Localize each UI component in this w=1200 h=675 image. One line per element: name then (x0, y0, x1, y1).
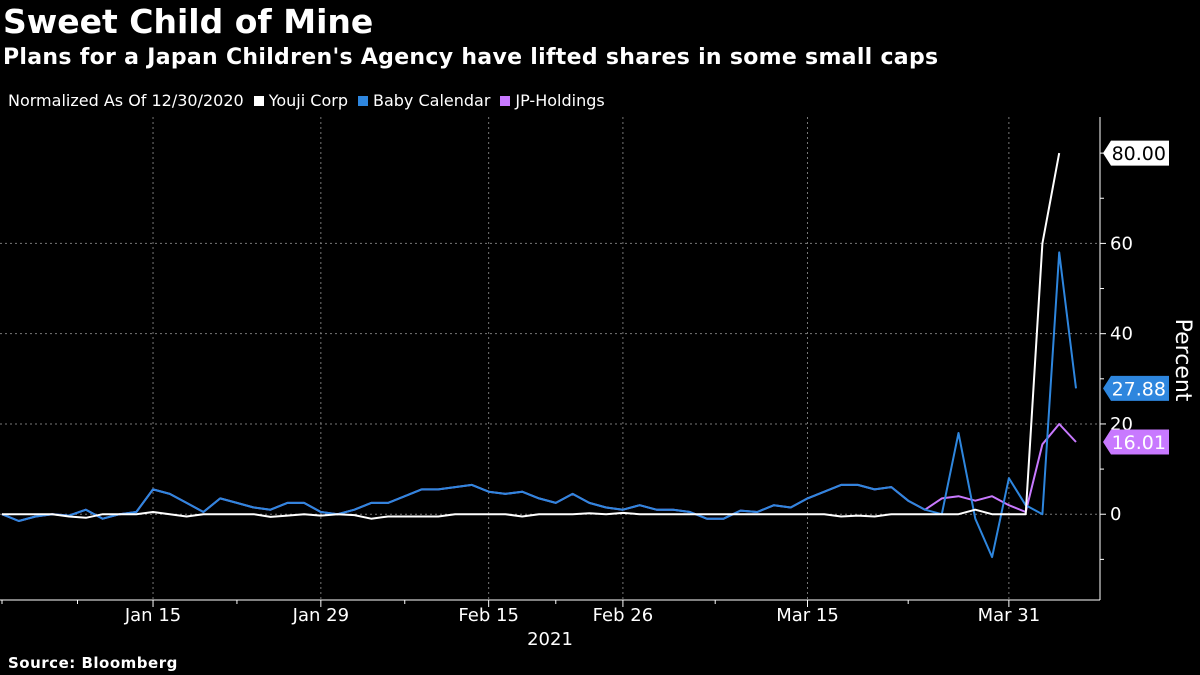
legend: Normalized As Of 12/30/2020 Youji Corp B… (8, 91, 615, 110)
x-axis-year-label: 2021 (527, 629, 573, 650)
last-value-label: 80.00 (1112, 143, 1166, 165)
series-line-jp-holdings (1, 423, 1077, 522)
series-line-youji-corp (2, 152, 1061, 520)
series-line-baby-calendar (1, 251, 1077, 559)
y-tick-label-0: 0 (1110, 504, 1121, 525)
source-note: Source: Bloomberg (8, 654, 178, 672)
x-tick-label: Feb 26 (593, 605, 654, 626)
last-value-label: 16.01 (1112, 432, 1166, 454)
last-value-badge-baby-calendar (1103, 375, 1169, 401)
legend-label-jp-holdings: JP-Holdings (515, 91, 605, 110)
legend-item-youji-corp: Youji Corp (253, 91, 348, 110)
legend-normalization-note: Normalized As Of 12/30/2020 (8, 91, 244, 110)
x-tick-label: Jan 15 (124, 605, 181, 626)
y-tick-label-40: 40 (1110, 324, 1133, 345)
x-tick-label: Mar 15 (776, 605, 839, 626)
legend-item-baby-calendar: Baby Calendar (357, 91, 491, 110)
y-axis-title: Percent (1170, 319, 1195, 402)
legend-swatch-baby-calendar (357, 95, 368, 106)
x-tick-label: Feb 15 (458, 605, 519, 626)
legend-label-youji-corp: Youji Corp (268, 91, 348, 110)
x-tick-label: Mar 31 (978, 605, 1041, 626)
x-tick-label: Jan 29 (292, 605, 349, 626)
last-value-label: 27.88 (1112, 378, 1166, 400)
legend-label-baby-calendar: Baby Calendar (372, 91, 491, 110)
legend-item-jp-holdings: JP-Holdings (500, 91, 605, 110)
chart-subtitle: Plans for a Japan Children's Agency have… (3, 45, 939, 70)
legend-swatch-youji-corp (253, 95, 264, 106)
y-tick-label-60: 60 (1110, 233, 1133, 254)
legend-swatch-jp-holdings (500, 95, 511, 106)
chart-title: Sweet Child of Mine (3, 2, 374, 41)
last-value-badge-jp-holdings (1103, 429, 1169, 455)
last-value-badge-youji-corp (1103, 140, 1169, 166)
